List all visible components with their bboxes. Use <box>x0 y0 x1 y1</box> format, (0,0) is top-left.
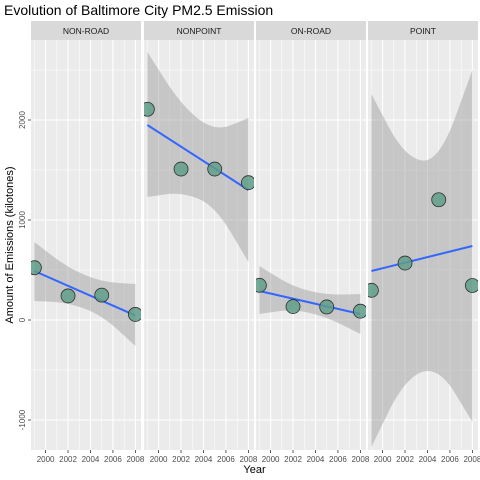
band-group <box>31 242 141 346</box>
data-point <box>94 287 110 303</box>
x-tick-label: 2000 <box>150 455 168 464</box>
data-point <box>368 282 379 298</box>
facet-panel-point: POINT 2000 2002 2004 2006 2008 <box>368 21 480 464</box>
x-tick-label: 2004 <box>82 455 100 464</box>
trend-line <box>259 290 361 315</box>
x-tick-label: 2006 <box>104 455 122 464</box>
facet-label: NON-ROAD <box>63 26 109 36</box>
facet-strip <box>31 21 141 40</box>
facet-strip <box>368 21 478 40</box>
data-point <box>256 277 267 293</box>
x-tick-label: 2004 <box>419 455 437 464</box>
x-tick-label: 2002 <box>396 455 414 464</box>
chart-panels: NON-ROAD 2000 2002 2004 2006 2008 NONPOINT 2000… <box>31 21 480 464</box>
x-tick-label: 2006 <box>441 455 459 464</box>
x-tick-label: 2002 <box>284 455 302 464</box>
chart-title: Evolution of Baltimore City PM2.5 Emissi… <box>4 2 274 18</box>
facet-panel-on-road: ON-ROAD 2000 2002 2004 2006 2008 <box>256 21 370 464</box>
facet-label: NONPOINT <box>177 26 222 36</box>
x-tick-label: 2002 <box>59 455 77 464</box>
facet-strip <box>144 21 254 40</box>
x-tick-label: 2008 <box>351 455 369 464</box>
chart-axes: -1000 0 1000 2000 Year Amount of Emissions (k… <box>4 111 266 476</box>
trend-line <box>146 124 249 191</box>
y-tick-label: 0 <box>18 317 27 322</box>
x-tick-label: 2004 <box>195 455 213 464</box>
panel-background <box>256 40 366 450</box>
y-tick-label: 2000 <box>18 111 27 129</box>
band-group <box>368 70 478 447</box>
trend-line <box>371 245 473 272</box>
x-tick-label: 2008 <box>239 455 257 464</box>
trend-line <box>33 270 136 317</box>
data-point <box>352 303 366 319</box>
data-point <box>31 260 42 276</box>
data-point <box>319 299 335 315</box>
x-axis-title: Year <box>243 464 266 476</box>
x-tick-label: 2000 <box>37 455 55 464</box>
x-tick-label: 2006 <box>329 455 347 464</box>
x-tick-label: 2002 <box>172 455 190 464</box>
data-point <box>464 278 478 293</box>
facet-strip <box>256 21 366 40</box>
panel-background <box>144 40 254 450</box>
facet-label: ON-ROAD <box>291 26 331 36</box>
panel-background <box>31 40 141 450</box>
facet-label: POINT <box>410 26 436 36</box>
data-point <box>207 161 223 177</box>
x-tick-label: 2006 <box>217 455 235 464</box>
data-point <box>431 192 447 208</box>
x-tick-label: 2008 <box>463 455 480 464</box>
x-tick-label: 2008 <box>126 455 144 464</box>
data-point <box>173 161 189 177</box>
band-group <box>144 52 254 262</box>
data-point <box>144 101 155 117</box>
x-tick-label: 2004 <box>307 455 325 464</box>
y-tick-label: 1000 <box>18 211 27 229</box>
data-point <box>127 307 141 322</box>
confidence-band <box>259 266 361 334</box>
facet-panel-non-road: NON-ROAD 2000 2002 2004 2006 2008 <box>31 21 145 464</box>
panel-background <box>368 40 478 450</box>
data-point <box>240 175 254 191</box>
x-tick-label: 2000 <box>262 455 280 464</box>
y-tick-label: -1000 <box>18 409 27 430</box>
band-group <box>256 266 366 334</box>
facet-panel-nonpoint: NONPOINT 2000 2002 2004 2006 2008 <box>144 21 258 464</box>
y-axis-title: Amount of Emissions (kilotones) <box>4 166 16 323</box>
data-point <box>285 299 301 314</box>
data-point <box>60 288 76 304</box>
x-tick-label: 2000 <box>374 455 392 464</box>
data-point <box>397 255 413 271</box>
